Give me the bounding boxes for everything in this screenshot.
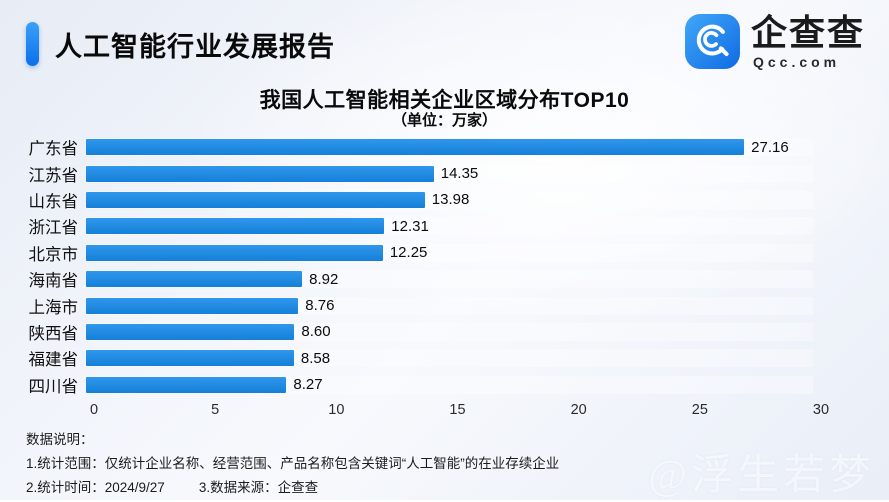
bar-track: 8.60: [86, 323, 813, 340]
bar-track: 8.92: [86, 271, 813, 288]
bar: [86, 376, 287, 393]
category-label: 北京市: [28, 245, 79, 264]
qcc-logo-name: 企查查: [750, 12, 865, 53]
x-tick-label: 25: [691, 402, 708, 418]
bar: [86, 323, 295, 340]
value-label: 13.98: [431, 191, 470, 209]
category-label: 江苏省: [28, 166, 79, 185]
report-header: 人工智能行业发展报告: [26, 22, 335, 66]
watermark: @浮生若梦: [648, 453, 875, 499]
x-tick-label: 20: [570, 402, 587, 418]
x-axis: 0 5 10 15 20 25 30: [90, 400, 829, 422]
category-label: 山东省: [28, 192, 79, 211]
x-tick-label: 15: [449, 402, 466, 418]
bar-chart: 广东省 27.16 江苏省 14.35 山东省 13.98 浙江省 12.31 北京市 12.25…: [0, 134, 889, 398]
bar-row: 陕西省 8.60: [0, 319, 889, 345]
value-label: 12.25: [389, 244, 428, 262]
value-label: 8.27: [293, 376, 323, 394]
bar-row: 山东省 13.98: [0, 187, 889, 213]
bar-track: 8.76: [86, 297, 813, 314]
category-label: 陕西省: [28, 324, 79, 343]
qcc-logo-url: Qcc.com: [752, 53, 841, 70]
qcc-logo-icon: [685, 14, 740, 69]
bar-track: 14.35: [86, 165, 813, 182]
bar-track: 12.25: [86, 244, 813, 261]
bar-row: 四川省 8.27: [0, 372, 889, 398]
value-label: 8.58: [300, 349, 331, 367]
value-label: 27.16: [751, 138, 789, 156]
value-label: 8.60: [301, 323, 331, 341]
bar-row: 海南省 8.92: [0, 266, 889, 292]
category-label: 四川省: [28, 377, 79, 396]
bar-track: 13.98: [86, 191, 813, 208]
bar-row: 广东省 27.16: [0, 134, 889, 160]
bar: [86, 350, 294, 367]
x-tick-label: 0: [89, 402, 99, 418]
notes-heading: 数据说明：: [26, 432, 94, 447]
bar-row: 福建省 8.58: [0, 345, 889, 371]
bar: [86, 191, 425, 208]
bar-row: 上海市 8.76: [0, 292, 889, 318]
bar: [86, 244, 383, 261]
value-label: 8.92: [309, 270, 339, 288]
category-label: 海南省: [28, 272, 79, 291]
notes-stat-time: 2.统计时间：2024/9/27: [26, 480, 165, 495]
bar: [86, 139, 745, 156]
bar-row: 北京市 12.25: [0, 240, 889, 266]
value-label: 14.35: [440, 165, 479, 183]
value-label: 12.31: [391, 217, 429, 235]
bar-row: 江苏省 14.35: [0, 160, 889, 186]
x-tick-label: 30: [812, 402, 830, 418]
report-title: 人工智能行业发展报告: [55, 31, 335, 62]
bar-track: 8.27: [86, 376, 813, 393]
x-tick-label: 5: [211, 402, 220, 418]
bar: [86, 297, 299, 314]
category-label: 上海市: [28, 298, 79, 317]
category-label: 广东省: [28, 140, 79, 159]
notes-line1: 1.统计范围：仅统计企业名称、经营范围、产品名称包含关键词“人工智能”的在业存续…: [26, 456, 560, 471]
chart-subtitle: （单位：万家）: [391, 112, 497, 129]
notes-line2: 2.统计时间：2024/9/27 3.数据来源：企查查: [26, 476, 559, 500]
qcc-logo-text: 企查查 Qcc.com: [751, 13, 865, 70]
x-tick-label: 10: [328, 402, 345, 418]
bar-track: 8.58: [86, 350, 813, 367]
qcc-logo: 企查查 Qcc.com: [684, 13, 865, 70]
bar: [86, 271, 303, 288]
category-label: 福建省: [28, 351, 79, 370]
bar: [86, 218, 385, 235]
chart-title: 我国人工智能相关企业区域分布TOP10: [259, 89, 630, 112]
bar-track: 12.31: [86, 218, 813, 235]
bar: [86, 165, 434, 182]
accent-bar: [26, 22, 39, 66]
value-label: 8.76: [305, 297, 335, 315]
data-notes: 数据说明： 1.统计范围：仅统计企业名称、经营范围、产品名称包含关键词“人工智能…: [26, 428, 559, 500]
category-label: 浙江省: [28, 219, 79, 238]
notes-data-source: 3.数据来源：企查查: [198, 480, 319, 495]
bar-track: 27.16: [86, 139, 813, 156]
bar-row: 浙江省 12.31: [0, 213, 889, 239]
bar-rows: 广东省 27.16 江苏省 14.35 山东省 13.98 浙江省 12.31 北京市 12.25…: [0, 134, 889, 398]
